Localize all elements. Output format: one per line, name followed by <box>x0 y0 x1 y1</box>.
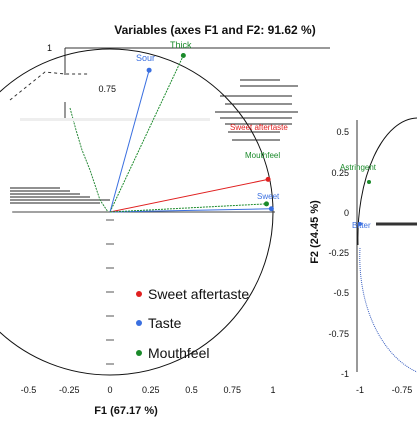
legend: Sweet aftertaste Taste Mouthfeel <box>136 286 249 361</box>
legend-label-taste: Taste <box>148 315 182 331</box>
point-sour <box>146 67 152 73</box>
chart-title: Variables (axes F1 and F2: 91.62 %) <box>114 23 315 37</box>
x-tick-labels: -0.5 -0.25 0 0.25 0.5 0.75 1 <box>21 385 276 395</box>
right-y-tick-label: -1 <box>341 369 349 379</box>
label-sweet-aftertaste: Sweet aftertaste <box>230 123 288 132</box>
x-tick-label: 0 <box>107 385 112 395</box>
y-tick-075: 0.75 <box>98 84 116 94</box>
right-y-tick-label: 0.5 <box>336 127 349 137</box>
legend-marker-mouthfeel <box>136 350 142 356</box>
legend-marker-taste <box>136 320 142 326</box>
vector-thick <box>109 55 184 213</box>
right-y-tick-label: -0.5 <box>333 288 349 298</box>
render-artifacts <box>10 79 298 204</box>
right-y-tick-label: -0.25 <box>328 248 349 258</box>
right-x-tick-0: -1 <box>356 385 364 395</box>
x-tick-label: 0.5 <box>185 385 198 395</box>
point-mouthfeel <box>263 201 269 207</box>
x-tick-label: -0.25 <box>59 385 80 395</box>
variable-points <box>146 53 274 212</box>
legend-label-sweet-aftertaste: Sweet aftertaste <box>148 286 249 302</box>
variable-vectors <box>109 55 272 213</box>
y-tick-1: 1 <box>47 43 52 53</box>
right-y-tick-label: 0.25 <box>331 168 349 178</box>
point-thick <box>180 53 186 59</box>
label-thick: Thick <box>170 40 192 50</box>
vector-sweet <box>109 208 272 213</box>
right-circle-arc-top <box>357 117 417 246</box>
point-bitter <box>358 222 362 226</box>
point-astringent <box>367 180 371 184</box>
y-axis-dashes <box>106 219 114 365</box>
x-tick-label: 1 <box>270 385 275 395</box>
label-bitter: Bitter <box>352 221 371 230</box>
label-sour: Sour <box>136 53 155 63</box>
y-axis-label-f2: F2 (24.45 %) <box>309 200 321 264</box>
point-sweet <box>268 206 274 212</box>
artifact-green-diagonal <box>69 107 109 213</box>
legend-marker-sweet-aftertaste <box>136 291 142 297</box>
legend-label-mouthfeel: Mouthfeel <box>148 345 209 361</box>
right-y-tick-label: 0 <box>344 208 349 218</box>
vector-mouthfeel <box>109 203 267 213</box>
label-astringent: Astringent <box>340 163 377 172</box>
x-tick-label: 0.25 <box>142 385 160 395</box>
label-mouthfeel: Mouthfeel <box>245 151 280 160</box>
point-sweet-aftertaste <box>265 176 271 182</box>
right-y-tick-labels: 0.5 0.25 0 -0.25 -0.5 -0.75 -1 <box>328 127 349 379</box>
artifact-curve <box>9 71 90 101</box>
right-chart: F2 (24.45 %) 0.5 0.25 0 -0.25 -0.5 -0.75 -1 As… <box>309 117 417 395</box>
label-sweet: Sweet <box>257 192 280 201</box>
x-axis-label: F1 (67.17 %) <box>94 405 158 417</box>
x-tick-label: 0.75 <box>223 385 241 395</box>
right-y-tick-label: -0.75 <box>328 329 349 339</box>
artifact-band <box>20 118 210 121</box>
right-circle-arc-bottom <box>359 247 417 373</box>
right-x-tick-1: -0.75 <box>392 385 413 395</box>
x-tick-label: -0.5 <box>21 385 37 395</box>
vector-sour <box>109 70 150 213</box>
vector-sweet-aftertaste <box>109 178 269 213</box>
